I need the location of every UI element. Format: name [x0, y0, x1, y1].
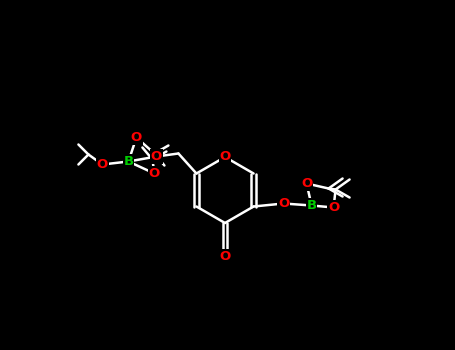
- Text: B: B: [123, 155, 133, 168]
- Text: B: B: [307, 199, 317, 212]
- Text: O: O: [131, 131, 142, 144]
- Text: O: O: [278, 197, 289, 210]
- Text: O: O: [301, 177, 312, 190]
- Text: O: O: [97, 158, 108, 171]
- Text: O: O: [219, 250, 231, 262]
- Text: O: O: [219, 150, 231, 163]
- Text: O: O: [151, 150, 162, 163]
- Text: O: O: [328, 201, 339, 214]
- Text: O: O: [149, 167, 160, 180]
